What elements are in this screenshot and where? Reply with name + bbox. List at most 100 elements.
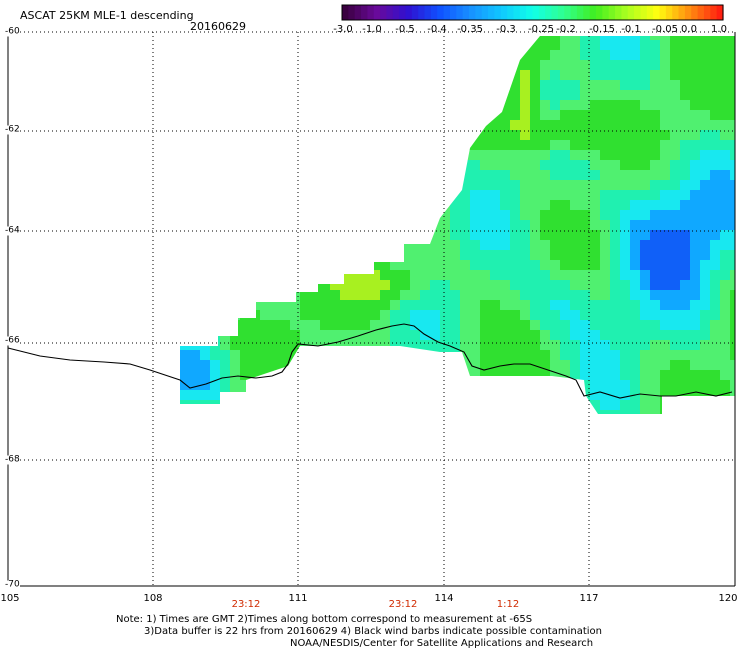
swath-cell [250,50,260,60]
swath-cell [210,40,220,50]
swath-cell [250,70,260,80]
swath-cell [280,360,290,370]
swath-cell [280,330,290,340]
swath-cell [530,300,540,310]
swath-cell [520,230,530,240]
swath-cell [180,160,190,170]
swath-cell [560,390,570,400]
swath-cell [400,390,410,400]
swath-cell [310,380,320,390]
swath-cell [550,360,560,370]
swath-cell [330,180,340,190]
swath-cell [370,410,380,414]
swath-cell [230,360,240,370]
swath-cell [340,290,350,300]
swath-cell [710,150,720,160]
swath-cell [640,36,650,40]
swath-cell [510,130,520,140]
swath-cell [730,380,735,390]
swath-cell [620,150,630,160]
swath-cell [350,80,360,90]
swath-cell [600,320,610,330]
swath-cell [290,390,300,400]
swath-cell [300,100,310,110]
swath-cell [450,220,460,230]
swath-cell [230,80,240,90]
swath-cell [390,150,400,160]
swath-cell [710,330,720,340]
swath-cell [580,260,590,270]
swath-cell [510,300,520,310]
swath-cell [700,170,710,180]
swath-cell [580,280,590,290]
swath-cell [550,120,560,130]
swath-cell [550,160,560,170]
swath-cell [280,410,290,414]
colorbar-segment [627,5,635,20]
colorbar-segment [488,5,495,20]
swath-cell [530,220,540,230]
swath-cell [390,120,400,130]
swath-cell [240,280,250,290]
swath-cell [710,290,720,300]
swath-cell [350,410,360,414]
swath-cell [480,130,490,140]
swath-cell [510,50,520,60]
swath-cell [430,160,440,170]
swath-cell [260,210,270,220]
swath-cell [270,130,280,140]
swath-cell [610,230,620,240]
swath-cell [320,300,330,310]
swath-cell [620,120,630,130]
swath-cell [170,230,180,240]
swath-cell [490,80,500,90]
swath-cell [250,320,260,330]
swath-cell [560,260,570,270]
swath-cell [370,150,380,160]
swath-cell [220,140,230,150]
swath-cell [340,380,350,390]
swath-cell [190,190,200,200]
swath-cell [300,80,310,90]
swath-cell [320,250,330,260]
swath-cell [210,36,220,40]
swath-cell [240,240,250,250]
swath-cell [620,60,630,70]
swath-cell [430,100,440,110]
swath-cell [390,80,400,90]
swath-cell [610,240,620,250]
swath-cell [170,360,180,370]
swath-cell [560,110,570,120]
swath-cell [680,340,690,350]
swath-cell [450,260,460,270]
swath-cell [550,100,560,110]
swath-cell [210,60,220,70]
swath-cell [590,350,600,360]
swath-cell [250,170,260,180]
swath-cell [480,360,490,370]
swath-cell [340,180,350,190]
swath-cell [310,370,320,380]
colorbar-segment [449,5,457,20]
swath-cell [370,230,380,240]
swath-cell [420,320,430,330]
time-label: 23:12 [388,599,418,610]
swath-cell [200,190,210,200]
swath-cell [680,180,690,190]
swath-cell [390,50,400,60]
swath-cell [430,300,440,310]
swath-cell [600,270,610,280]
swath-cell [240,360,250,370]
swath-cell [510,340,520,350]
swath-cell [450,350,460,360]
swath-cell [590,190,600,200]
swath-cell [430,90,440,100]
swath-cell [270,380,280,390]
swath-cell [660,150,670,160]
swath-cell [620,370,630,380]
swath-cell [420,90,430,100]
swath-cell [250,110,260,120]
swath-cell [480,200,490,210]
swath-cell [550,90,560,100]
swath-cell [600,70,610,80]
